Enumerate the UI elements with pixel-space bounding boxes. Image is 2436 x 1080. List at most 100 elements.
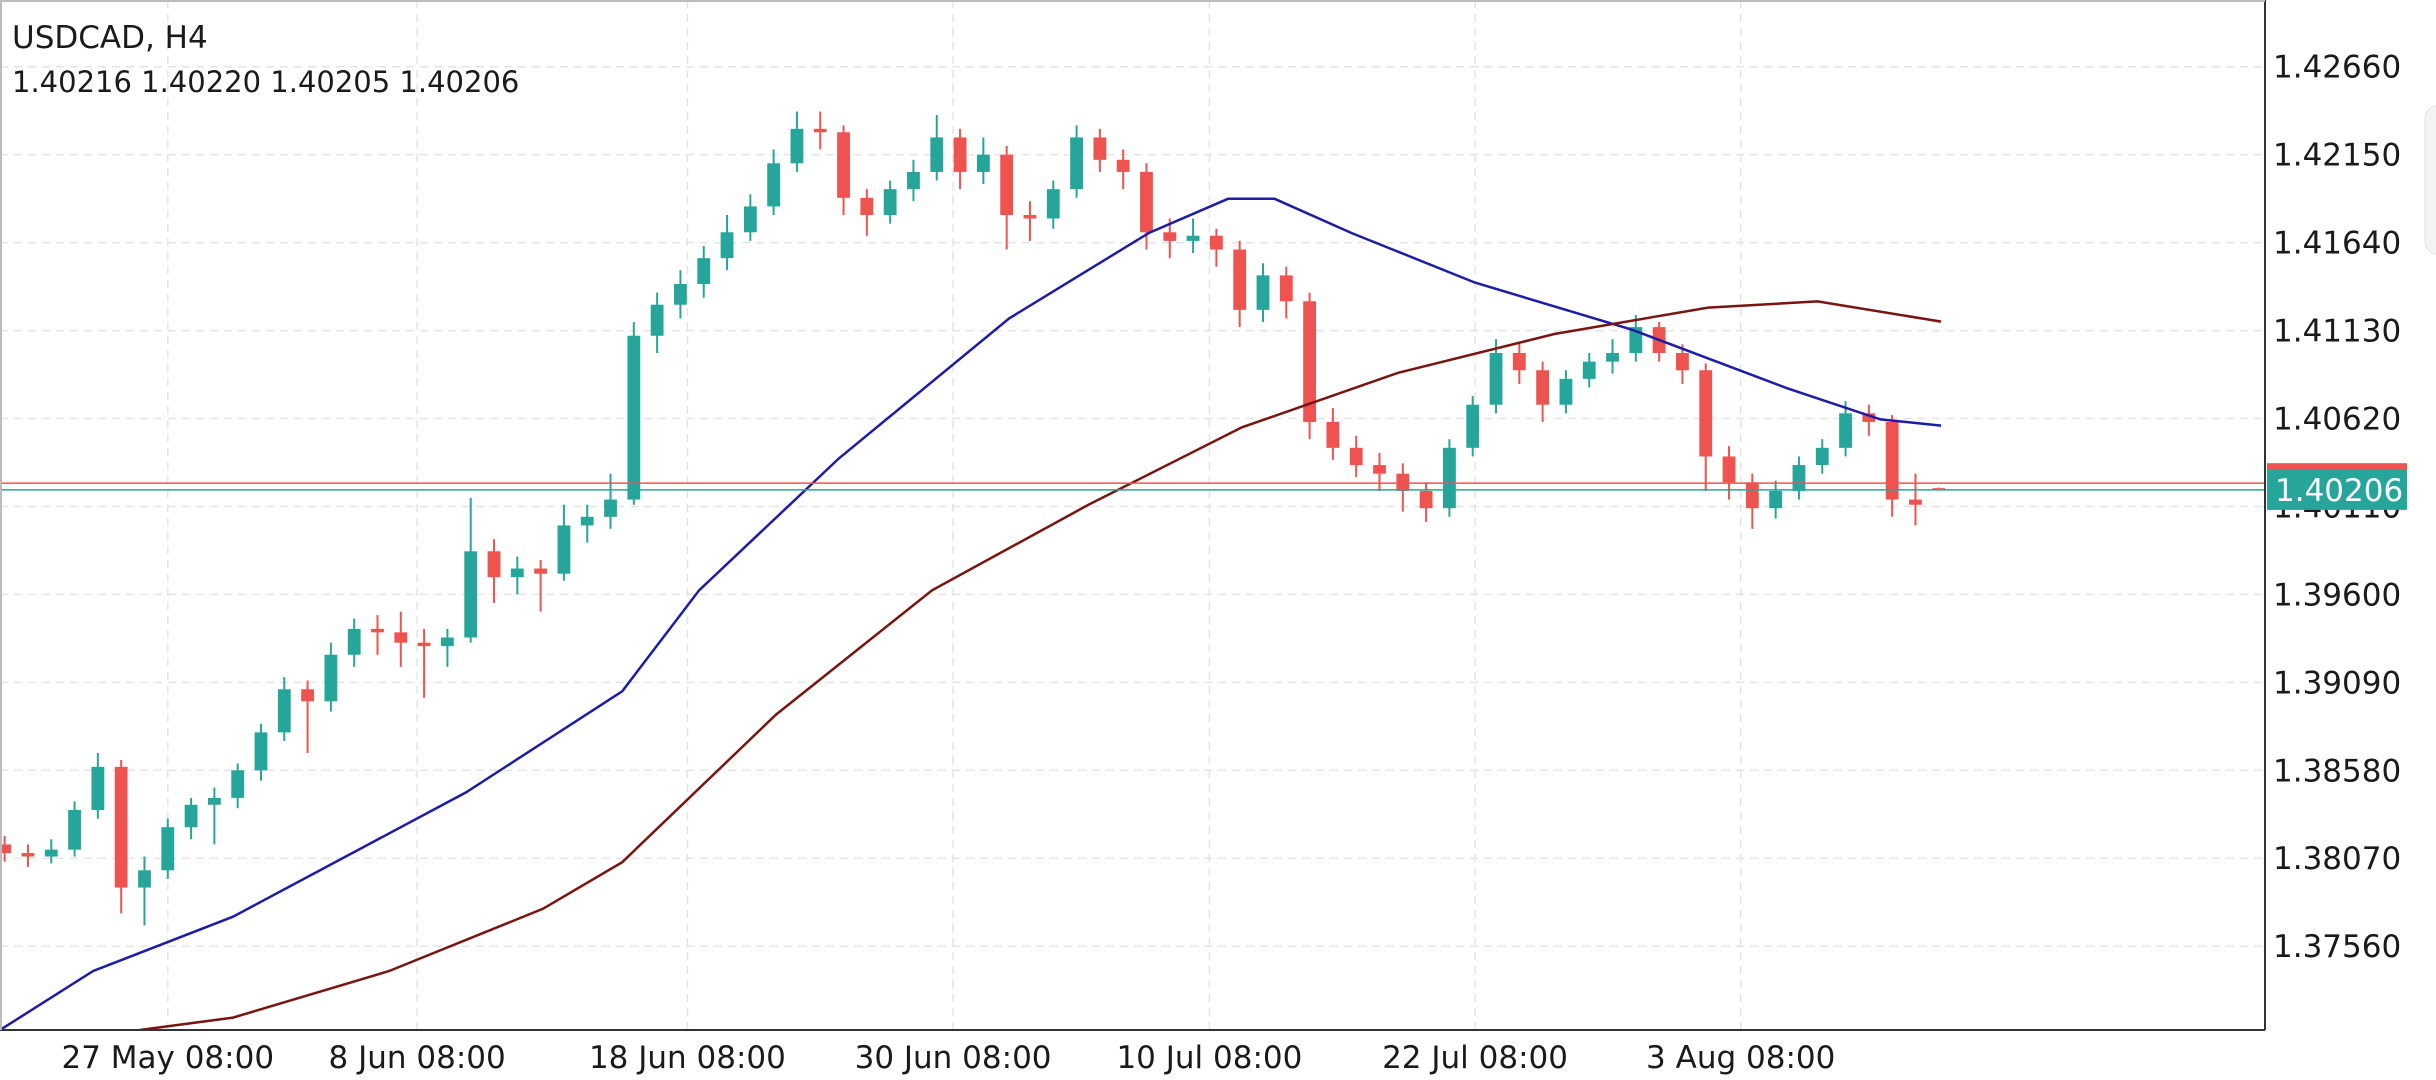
candle-body bbox=[720, 232, 734, 259]
x-tick-label: 22 Jul 08:00 bbox=[1382, 1040, 1568, 1076]
candle-body bbox=[1839, 413, 1852, 448]
y-tick-label: 1.37560 bbox=[2273, 929, 2401, 965]
candle-body bbox=[324, 654, 338, 702]
y-tick-label: 1.38070 bbox=[2273, 841, 2401, 877]
candle-body bbox=[1093, 137, 1107, 160]
candle-body bbox=[254, 732, 268, 771]
candle-body bbox=[44, 849, 58, 857]
axes: 1.426601.421501.416401.411301.406201.401… bbox=[61, 50, 2407, 1076]
candle-body bbox=[674, 284, 687, 305]
plot-area bbox=[0, 111, 2265, 1030]
candle-body bbox=[580, 516, 594, 526]
candle-body bbox=[627, 335, 641, 500]
y-tick-label: 1.39600 bbox=[2273, 577, 2401, 613]
candle-body bbox=[161, 827, 175, 871]
candle-body bbox=[650, 304, 664, 336]
chart-title: USDCAD, H4 bbox=[12, 20, 208, 56]
candle-body bbox=[1862, 413, 1876, 422]
candle-body bbox=[1419, 490, 1433, 509]
y-tick-label: 1.38580 bbox=[2273, 753, 2401, 789]
candle-body bbox=[1373, 465, 1386, 474]
candle-body bbox=[207, 797, 221, 805]
candle-body bbox=[1722, 456, 1736, 483]
candle-body bbox=[907, 171, 920, 190]
candle-body bbox=[1699, 370, 1713, 457]
side-panel-tab[interactable] bbox=[2424, 104, 2436, 256]
candle-body bbox=[1140, 171, 1153, 233]
candle-body bbox=[184, 804, 198, 828]
candle-body bbox=[1186, 235, 1200, 241]
candle-body bbox=[21, 853, 35, 857]
candle-body bbox=[1606, 352, 1619, 362]
candle-body bbox=[837, 132, 850, 198]
candle-body bbox=[860, 197, 874, 216]
candle-body bbox=[464, 551, 478, 638]
candle-body bbox=[1745, 482, 1759, 509]
candle-body bbox=[534, 568, 548, 574]
candle-body bbox=[1443, 447, 1456, 509]
candle-body bbox=[1466, 404, 1480, 448]
current-price-label: 1.40206 bbox=[2275, 473, 2403, 509]
x-tick-label: 10 Jul 08:00 bbox=[1116, 1040, 1302, 1076]
candle-body bbox=[790, 128, 804, 164]
candle-body bbox=[1536, 370, 1550, 405]
y-tick-label: 1.41130 bbox=[2273, 314, 2401, 350]
candle-body bbox=[417, 642, 431, 647]
candle-body bbox=[231, 770, 245, 798]
candle-body bbox=[68, 809, 81, 850]
candle-body bbox=[1209, 235, 1223, 250]
candle-body bbox=[1489, 352, 1503, 405]
candle-body bbox=[394, 632, 408, 643]
x-tick-label: 18 Jun 08:00 bbox=[589, 1040, 786, 1076]
candle-body bbox=[767, 163, 781, 207]
candle-body bbox=[976, 154, 990, 172]
candle-body bbox=[883, 189, 897, 216]
candle-body bbox=[1116, 159, 1130, 172]
candle-body bbox=[1512, 352, 1526, 371]
current-price-marker bbox=[2267, 469, 2407, 510]
grid bbox=[0, 0, 2265, 1030]
candle-body bbox=[277, 689, 291, 733]
x-tick-label: 30 Jun 08:00 bbox=[855, 1040, 1052, 1076]
candle-body bbox=[1046, 189, 1060, 219]
candle-body bbox=[1559, 378, 1573, 405]
candle-body bbox=[1909, 499, 1922, 505]
y-tick-label: 1.39090 bbox=[2273, 665, 2401, 701]
candle-body bbox=[813, 128, 827, 133]
candle-body bbox=[743, 206, 757, 233]
candle-body bbox=[1326, 421, 1340, 448]
candle-body bbox=[697, 258, 711, 285]
y-tick-label: 1.41640 bbox=[2273, 226, 2401, 262]
candle-body bbox=[1769, 490, 1783, 509]
candle-body bbox=[440, 637, 454, 647]
candle-body bbox=[1279, 275, 1293, 302]
candle-body bbox=[1792, 465, 1806, 491]
moving-average-line bbox=[0, 197, 1942, 1030]
candle-body bbox=[347, 628, 361, 655]
candle-body bbox=[604, 499, 617, 517]
candle-body bbox=[1676, 352, 1689, 371]
candle-body bbox=[91, 766, 105, 810]
moving-average-line bbox=[139, 300, 1942, 1030]
candle-body bbox=[930, 137, 944, 172]
candle-body bbox=[1349, 447, 1363, 466]
candle-body bbox=[138, 870, 151, 888]
candle-body bbox=[114, 766, 128, 888]
candle-body bbox=[1396, 473, 1410, 491]
ohlc-info: 1.40216 1.40220 1.40205 1.40206 bbox=[12, 65, 519, 99]
y-tick-label: 1.40620 bbox=[2273, 402, 2401, 438]
candle-body bbox=[1815, 447, 1829, 466]
candle-body bbox=[1023, 215, 1037, 219]
candle-body bbox=[1582, 361, 1596, 379]
candle-body bbox=[557, 525, 571, 574]
candle-body bbox=[1233, 249, 1247, 310]
x-tick-label: 27 May 08:00 bbox=[61, 1040, 274, 1076]
candle-body bbox=[1885, 421, 1899, 500]
candle-body bbox=[487, 551, 501, 578]
y-tick-label: 1.42150 bbox=[2273, 138, 2401, 174]
x-tick-label: 3 Aug 08:00 bbox=[1646, 1040, 1835, 1076]
candle-body bbox=[953, 137, 967, 172]
